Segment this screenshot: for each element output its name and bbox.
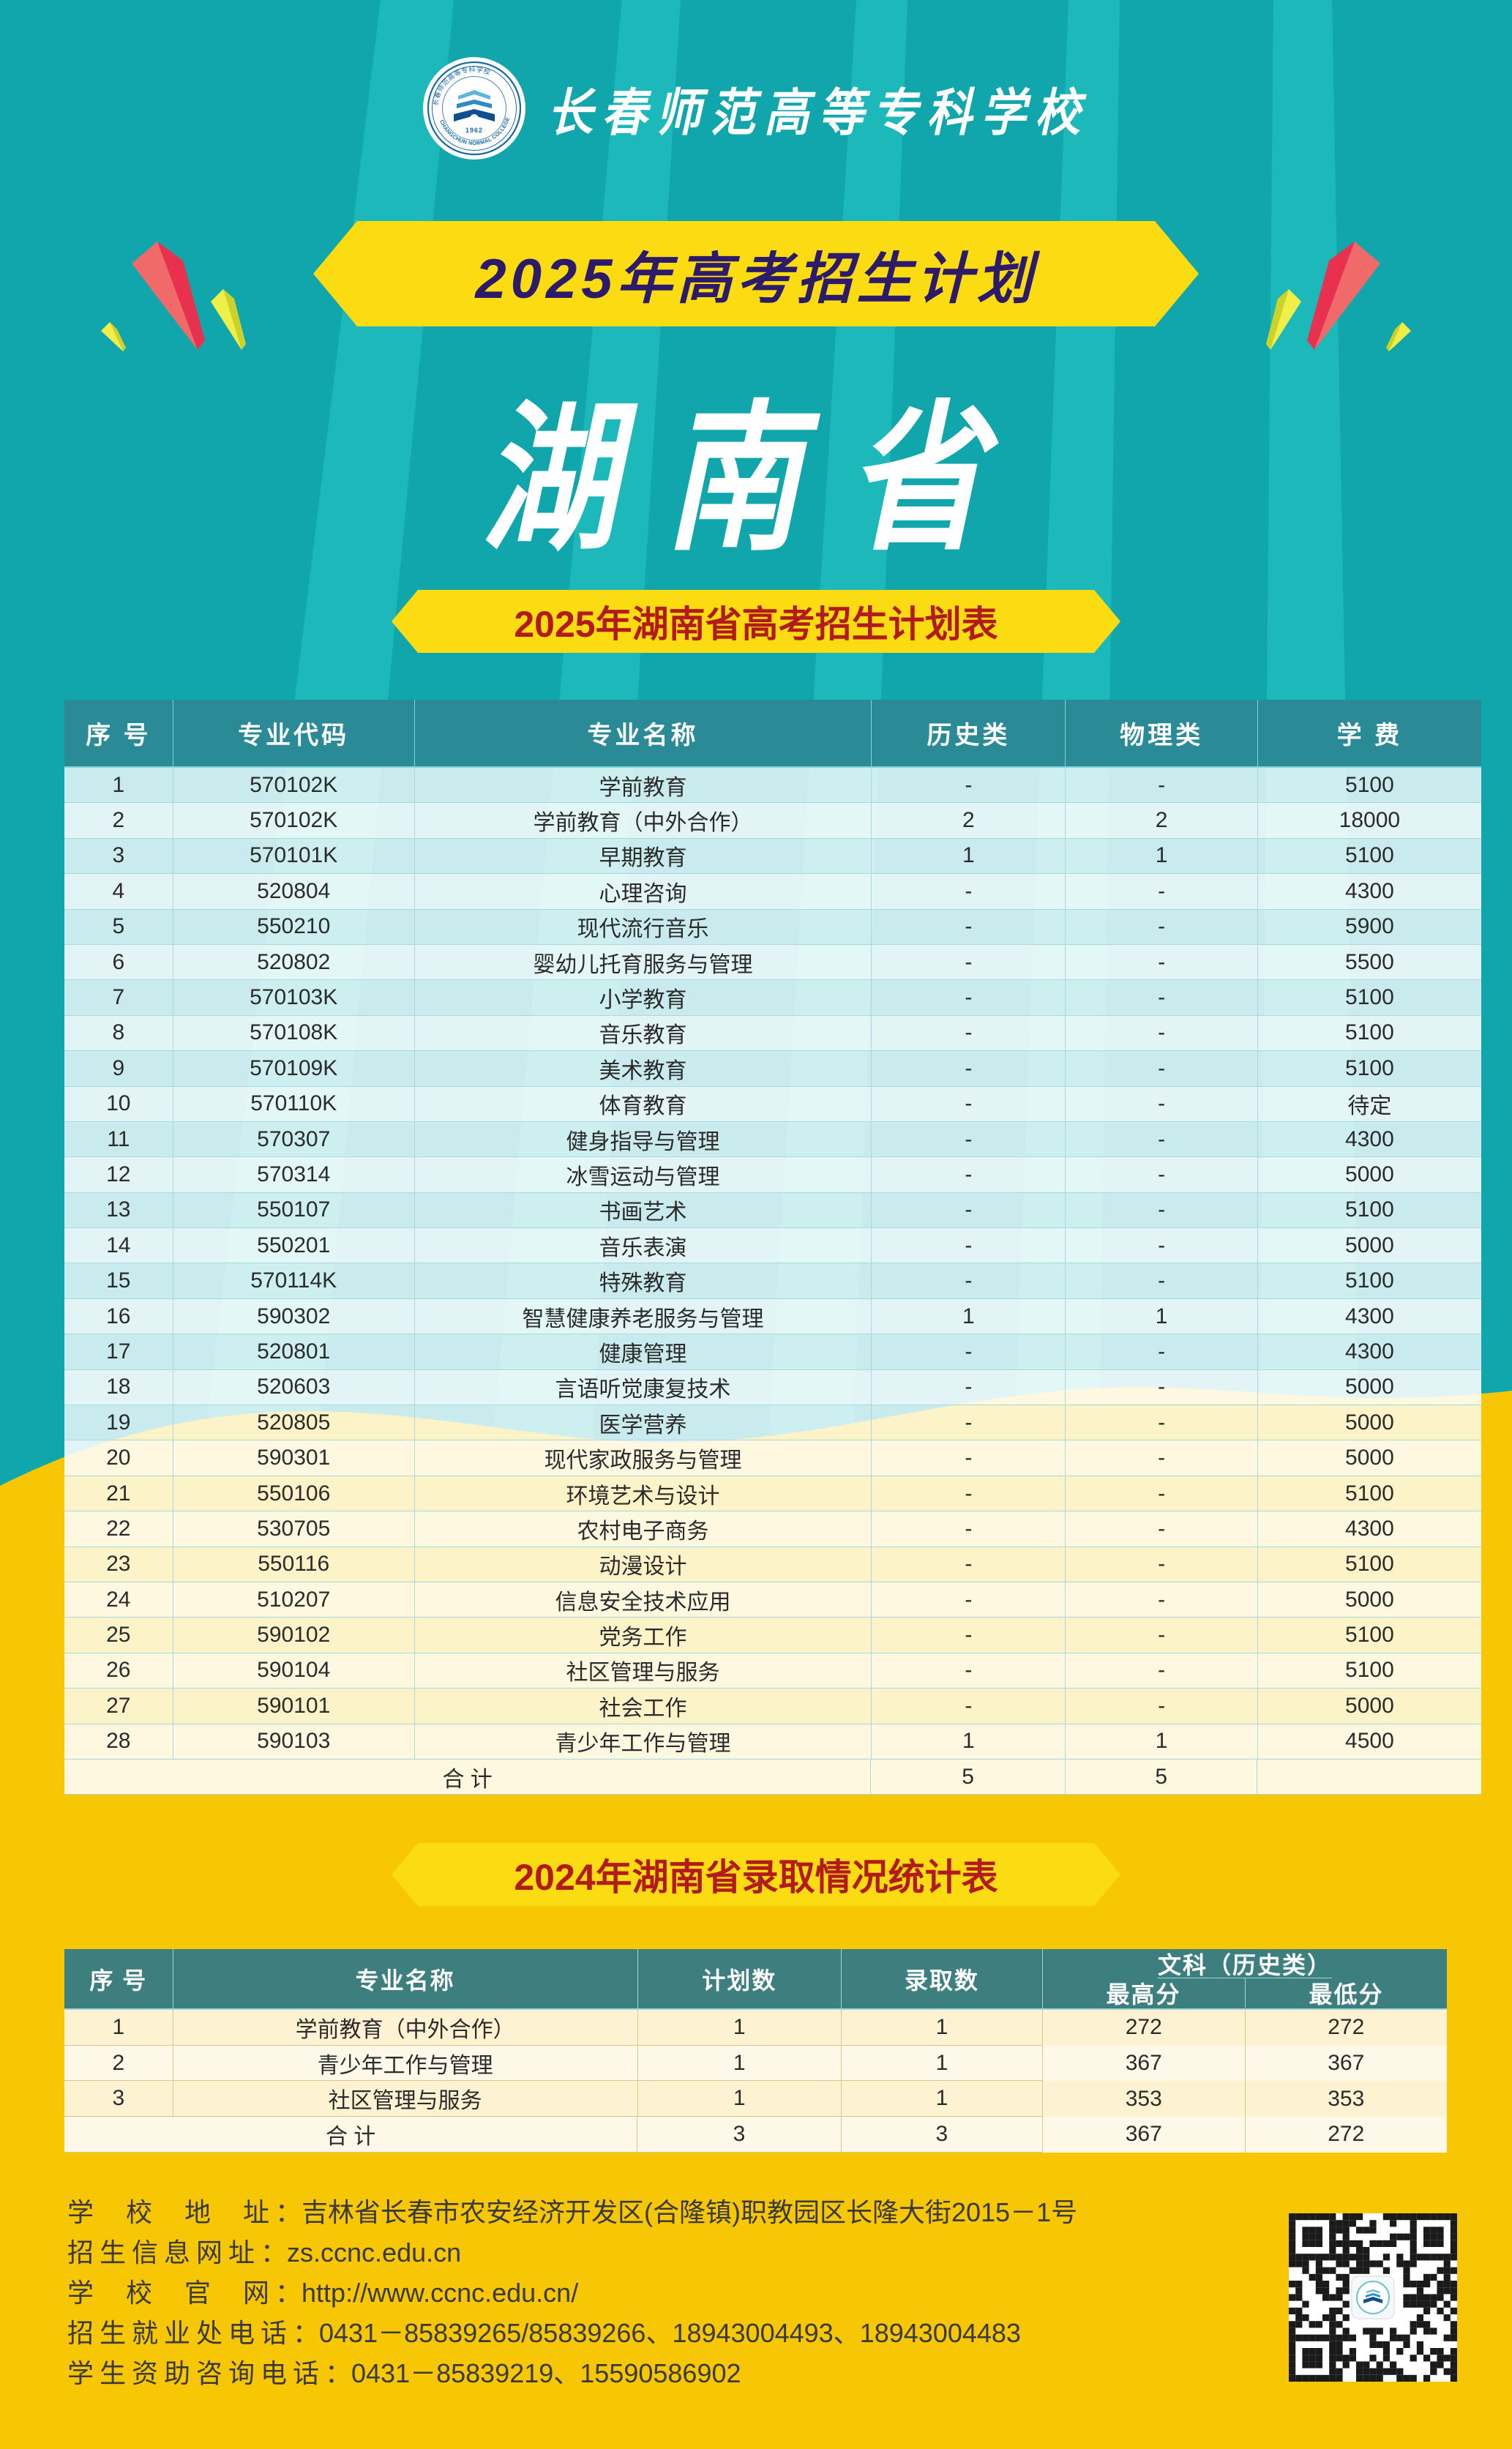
svg-text:1962: 1962: [465, 127, 483, 134]
